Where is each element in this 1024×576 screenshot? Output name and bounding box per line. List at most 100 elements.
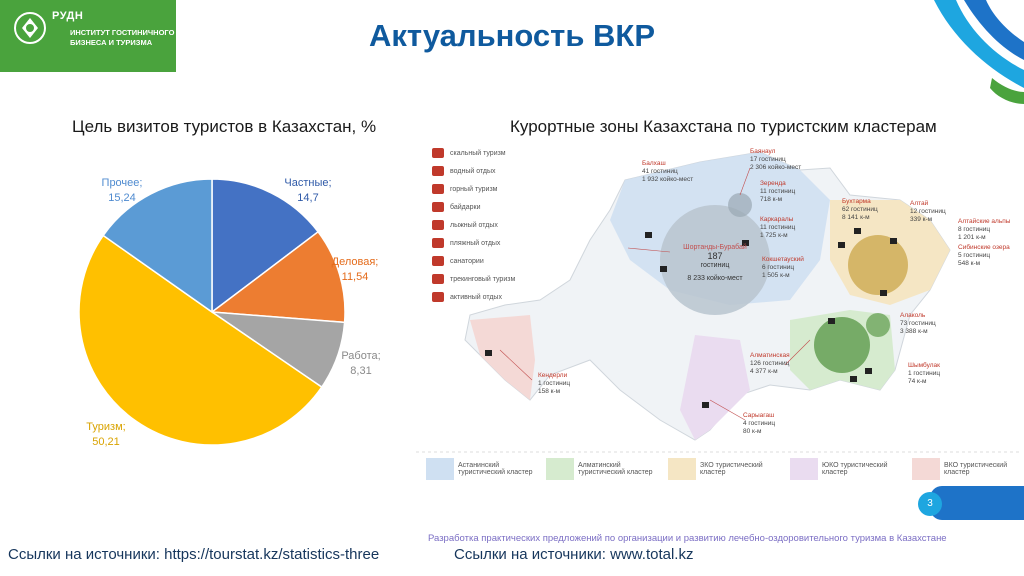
map-place-name: Сибинские озера <box>958 244 1010 251</box>
map-place-name: Каркаралы <box>760 216 794 223</box>
cluster-legend-label: Астанинский туристический кластер <box>458 462 533 476</box>
map-place-detail: 126 гостиниц <box>750 360 790 367</box>
map-place-name: Зеренда <box>760 180 786 187</box>
rudn-logo: РУДН ИНСТИТУТ ГОСТИНИЧНОГО БИЗНЕСА И ТУР… <box>0 0 176 72</box>
map-place-label: Кендерли 1 гостиниц 158 к-м <box>538 372 570 396</box>
map-place-detail: 17 гостиниц <box>750 156 786 163</box>
map-place-label: Алтайские альпы 8 гостиниц 1 201 к-м <box>958 218 1010 242</box>
cluster-legend-label: ЗКО туристический кластер <box>700 462 763 476</box>
map-place-label: Шымбулак 1 гостиниц 74 к-м <box>908 362 940 386</box>
slice-label-value: 50,21 <box>92 436 120 448</box>
map-place-detail: 339 к-м <box>910 216 933 223</box>
slice-label-value: 8,31 <box>350 365 372 377</box>
slice-label-value: 14,7 <box>297 192 319 204</box>
sources-right: Ссылки на источники: www.total.kz <box>454 546 694 563</box>
slice-label-value: 11,54 <box>341 271 369 283</box>
south-cluster <box>680 335 750 440</box>
pie-slice <box>78 234 323 446</box>
legend-label: водный отдых <box>450 168 496 175</box>
map-place-label: Сарыагаш 4 гостиниц 80 к-м <box>743 412 775 436</box>
legend-label: активный отдых <box>450 294 502 301</box>
pie-chart <box>78 178 346 446</box>
logo-institute-name: ИНСТИТУТ ГОСТИНИЧНОГО БИЗНЕСА И ТУРИЗМА <box>70 28 175 47</box>
map-place-label: Кокшетауский 6 гостиниц 1 505 к-м <box>762 256 804 280</box>
label-rabota: Работа; 8,31 <box>326 349 396 379</box>
map-place-label: Алтай 12 гостиниц 339 к-м <box>910 200 946 224</box>
hub-label: Шортанды-Бурабай 187 гостиниц 8 233 койк… <box>665 243 765 283</box>
legend-label: трекинговый туризм <box>450 276 516 283</box>
slice-label-name: Работа; <box>341 350 381 362</box>
map-place-detail: 5 гостиниц <box>958 252 991 259</box>
hub-count: 187 <box>707 251 723 261</box>
map-place-detail: 158 к-м <box>538 388 561 395</box>
label-delovaya: Деловая; 11,54 <box>320 255 390 285</box>
map-place-name: Алтай <box>910 200 929 207</box>
legend-label: санатории <box>450 258 484 265</box>
map-place-detail: 11 гостиниц <box>760 224 796 231</box>
hub-unit: гостиниц <box>700 262 730 269</box>
map-place-detail: 8 141 к-м <box>842 214 870 221</box>
map-place-label: Каркаралы 11 гостиниц 1 725 к-м <box>760 216 795 240</box>
slide-title: Актуальность ВКР <box>368 18 655 53</box>
map-place-detail: 73 гостиниц <box>900 320 936 327</box>
map-place-detail: 11 гостиниц <box>760 188 796 195</box>
map-place-detail: 8 гостиниц <box>958 226 991 233</box>
map-place-detail: 41 гостиниц <box>642 168 678 175</box>
map-place-detail: 4 377 к-м <box>750 368 778 375</box>
slice-label-value: 15,24 <box>108 192 136 204</box>
west-cluster <box>470 315 535 400</box>
map-place-name: Сарыагаш <box>743 412 775 419</box>
page-number: 3 <box>918 492 942 516</box>
kazakhstan-resort-map: скальный туризм водный отдых горный тури… <box>410 140 1020 485</box>
label-turizm: Туризм; 50,21 <box>66 420 146 450</box>
legend-label: лыжный отдых <box>450 222 498 229</box>
pie-slice <box>211 178 320 314</box>
slice-label-name: Частные; <box>284 177 332 189</box>
map-place-detail: 1 505 к-м <box>762 272 790 279</box>
map-place-detail: 2 306 койко-мест <box>750 164 802 171</box>
chart-subtitle: Цель визитов туристов в Казахстан, % <box>72 117 377 136</box>
pie-slice <box>209 230 346 324</box>
map-place-detail: 1 201 к-м <box>958 234 986 241</box>
cluster-legend-label: ЮКО туристический кластер <box>822 462 888 476</box>
hub-beds: 8 233 койко-мест <box>687 275 743 282</box>
map-place-detail: 1 гостиниц <box>538 380 571 387</box>
footer-note: Разработка практических предложений по о… <box>428 533 947 544</box>
map-place-name: Алтайские альпы <box>958 218 1011 225</box>
map-place-detail: 12 гостиниц <box>910 208 946 215</box>
map-place-name: Алматинская <box>750 352 790 359</box>
map-place-detail: 6 гостиниц <box>762 264 795 271</box>
map-place-label: Алаколь 73 гостиниц 3 388 к-м <box>900 312 936 336</box>
map-place-label: Зеренда 11 гостиниц 718 к-м <box>760 180 795 204</box>
map-place-label: Баянаул 17 гостиниц 2 306 койко-мест <box>750 148 801 172</box>
corner-decoration <box>934 0 1024 104</box>
logo-org-name: РУДН <box>52 10 84 22</box>
map-drawing <box>416 148 1020 480</box>
map-place-name: Баянаул <box>750 148 776 155</box>
map-place-name: Шымбулак <box>908 362 940 369</box>
label-prochee: Прочее; 15,24 <box>82 176 162 206</box>
footer-accent-bar <box>930 486 1024 520</box>
map-place-name: Балхаш <box>642 160 666 167</box>
rudn-emblem-icon <box>14 12 46 44</box>
map-place-detail: 74 к-м <box>908 378 927 385</box>
map-place-detail: 1 932 койко-мест <box>642 176 694 183</box>
map-place-detail: 548 к-м <box>958 260 981 267</box>
legend-label: пляжный отдых <box>450 240 501 247</box>
map-place-detail: 4 гостиниц <box>743 420 776 427</box>
slice-label-name: Прочее; <box>101 177 143 189</box>
map-place-name: Бухтарма <box>842 198 871 205</box>
map-place-detail: 718 к-м <box>760 196 783 203</box>
activity-icons <box>485 228 897 408</box>
slice-label-name: Туризм; <box>86 421 126 433</box>
map-place-name: Кендерли <box>538 372 568 379</box>
map-place-name: Алаколь <box>900 312 926 319</box>
legend-label: горный туризм <box>450 186 498 193</box>
label-chastnye: Частные; 14,7 <box>268 176 348 206</box>
map-place-label: Алматинская 126 гостиниц 4 377 к-м <box>750 352 790 376</box>
map-place-detail: 80 к-м <box>743 428 762 435</box>
legend-label: байдарки <box>450 204 481 211</box>
cluster-legend-label: ВКО туристический кластер <box>944 462 1008 476</box>
legend-label: скальный туризм <box>450 150 506 157</box>
map-place-detail: 62 гостиниц <box>842 206 878 213</box>
